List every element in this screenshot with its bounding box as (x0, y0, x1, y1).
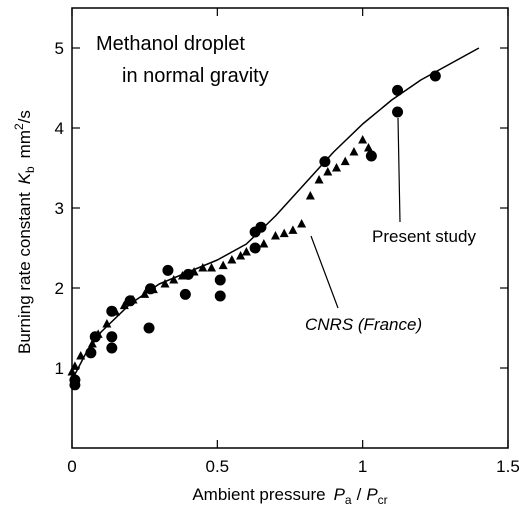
y-label-sup: 2 (12, 123, 26, 130)
data-point (218, 260, 228, 270)
data-point (241, 247, 251, 256)
data-point (140, 289, 150, 298)
leader-line (397, 117, 401, 223)
data-point (363, 143, 373, 152)
leader-line (310, 235, 339, 309)
data-point (227, 255, 237, 264)
plot-frame (71, 7, 509, 449)
data-point (314, 175, 324, 184)
annotation: CNRS (France) (305, 315, 422, 334)
data-point (279, 228, 289, 238)
x-label-sub: a (345, 493, 352, 507)
data-point (255, 221, 267, 233)
data-point (93, 329, 103, 338)
data-point (179, 288, 191, 300)
y-tick-label: 5 (55, 39, 64, 58)
data-point (319, 156, 331, 168)
data-point (85, 347, 97, 359)
data-point (214, 290, 226, 302)
x-label-sep: / (357, 485, 362, 504)
data-point (429, 70, 441, 82)
data-point (332, 163, 342, 172)
data-point (207, 263, 217, 272)
data-point (198, 263, 208, 272)
y-label-symbol: K (15, 172, 34, 184)
x-label-symbol: P (334, 485, 346, 504)
data-point (70, 361, 80, 370)
data-point (323, 167, 333, 176)
x-tick-label: 0.5 (206, 457, 230, 476)
x-tick-label: 0 (67, 457, 76, 476)
data-point (250, 243, 260, 252)
data-point (76, 351, 86, 360)
data-point (177, 271, 187, 280)
x-axis-label: Ambient pressure Pa / Pcr (192, 485, 387, 507)
data-point (392, 84, 404, 96)
data-point (270, 231, 280, 240)
y-label-unit: /s (15, 110, 34, 123)
data-point (236, 251, 246, 260)
y-tick-label: 1 (55, 359, 64, 378)
data-point (111, 307, 121, 316)
x-tick-label: 1 (358, 457, 367, 476)
y-tick-label: 4 (55, 119, 64, 138)
x-label-sub: cr (378, 493, 388, 507)
data-point (148, 284, 158, 294)
data-point (259, 239, 269, 248)
y-tick-label: 2 (55, 279, 64, 298)
data-point (119, 300, 129, 310)
title-line: in normal gravity (122, 65, 269, 87)
x-label-text: Ambient pressure (192, 485, 325, 504)
data-point (305, 191, 315, 200)
data-point (106, 342, 118, 354)
x-tick-label: 1.5 (496, 457, 520, 476)
data-point (189, 267, 199, 276)
y-label-unit: mm (15, 130, 34, 158)
data-point (106, 331, 118, 343)
data-point (162, 264, 174, 276)
y-axis-label: Burning rate constant Kb mm2/s (12, 110, 37, 354)
data-point (349, 147, 359, 156)
data-point (288, 225, 298, 234)
annotation: Present study (372, 227, 476, 246)
data-point (143, 322, 155, 334)
y-label-text: Burning rate constant (15, 192, 34, 354)
title-line: Methanol droplet (96, 33, 245, 55)
y-label-sub: b (23, 166, 37, 173)
y-tick-label: 3 (55, 199, 64, 218)
data-point (365, 150, 377, 162)
data-point (358, 135, 368, 144)
data-point (87, 339, 97, 348)
data-point (392, 106, 404, 118)
data-point (102, 319, 112, 328)
data-point (214, 274, 226, 286)
data-point (69, 374, 81, 386)
data-point (297, 219, 307, 228)
data-point (340, 156, 350, 166)
data-point (169, 275, 179, 284)
x-label-symbol: P (366, 485, 378, 504)
data-point (67, 367, 77, 376)
data-point (128, 295, 138, 304)
data-point (160, 279, 170, 288)
